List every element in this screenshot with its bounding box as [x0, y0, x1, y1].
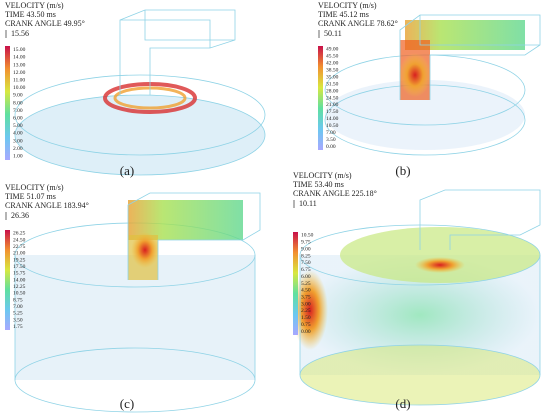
- panel-label: (b): [395, 163, 410, 178]
- colorbar: [5, 230, 10, 330]
- colorbar-label: 7.00: [326, 130, 336, 136]
- panel-d-geometry: [292, 189, 541, 406]
- colorbar-label: 3.50: [13, 317, 23, 323]
- panel-label: (c): [120, 396, 134, 411]
- colorbar-label: 35.00: [326, 74, 339, 80]
- colorbar-label: 3.00: [301, 301, 311, 307]
- colorbar-label: 38.50: [326, 68, 339, 74]
- header-crank: CRANK ANGLE 49.95°: [5, 19, 85, 28]
- colorbar-label: 10.50: [13, 291, 26, 297]
- colorbar-label: 17.50: [13, 264, 26, 270]
- colorbar-label: 5.00: [13, 123, 23, 129]
- colorbar-label: 24.50: [13, 237, 26, 243]
- colorbar-label: 14.00: [326, 116, 339, 122]
- colorbar-label: 10.50: [301, 233, 314, 239]
- header-crank: CRANK ANGLE 183.94°: [5, 201, 89, 210]
- colorbar-label: 7.00: [13, 108, 23, 114]
- colorbar-label: 3.75: [301, 294, 311, 300]
- colorbar-label: 14.00: [13, 55, 26, 61]
- header-title: VELOCITY (m/s): [293, 171, 352, 180]
- colorbar-label: 42.00: [326, 61, 339, 67]
- panel-b-geometry: [324, 14, 541, 156]
- colorbar-label: 5.25: [301, 281, 311, 287]
- header-time: TIME 45.12 ms: [318, 10, 369, 19]
- colorbar: [318, 46, 323, 150]
- colorbar-label: 8.25: [301, 253, 311, 259]
- colorbar-label: 21.00: [326, 102, 339, 108]
- header-time: TIME 51.07 ms: [5, 192, 56, 201]
- colorbar-label: 8.00: [13, 100, 23, 106]
- colorbar-label: 14.00: [13, 277, 26, 283]
- colorbar-label: 1.75: [13, 324, 23, 330]
- colorbar-label: 1.50: [301, 315, 311, 321]
- colorbar-label: 7.00: [13, 304, 23, 310]
- colorbar-label: 10.00: [13, 85, 26, 91]
- colorbar-label: 26.25: [13, 231, 26, 237]
- colorbar-label: 0.00: [301, 329, 311, 335]
- colorbar-label: 49.00: [326, 47, 339, 53]
- colorbar-label: 19.25: [13, 257, 26, 263]
- colorbar-label: 9.75: [301, 240, 311, 246]
- colorbar-label: 6.75: [301, 267, 311, 273]
- colorbar-label: 24.50: [326, 95, 339, 101]
- max-value: 50.11: [324, 29, 342, 38]
- colorbar-label: 4.50: [301, 288, 311, 294]
- header-time: TIME 43.50 ms: [5, 10, 56, 19]
- colorbar-label: 2.25: [301, 308, 311, 314]
- colorbar-label: 15.75: [13, 271, 26, 277]
- colorbar: [5, 46, 10, 160]
- colorbar-label: 31.50: [326, 81, 339, 87]
- max-value: 15.56: [11, 29, 29, 38]
- colorbar: [293, 232, 298, 335]
- colorbar-label: 5.25: [13, 311, 23, 317]
- colorbar-label: 9.00: [13, 93, 23, 99]
- header-time: TIME 53.40 ms: [293, 180, 344, 189]
- colorbar-label: 21.00: [13, 251, 26, 257]
- panel-label: (d): [395, 396, 410, 411]
- colorbar-label: 10.50: [326, 123, 339, 129]
- colorbar-label: 0.75: [301, 322, 311, 328]
- colorbar-label: 17.50: [326, 109, 339, 115]
- panel-a-geometry: [14, 9, 266, 176]
- header-title: VELOCITY (m/s): [5, 183, 64, 192]
- header-crank: CRANK ANGLE 78.62°: [318, 19, 398, 28]
- colorbar-label: 3.00: [13, 138, 23, 144]
- colorbar-label: 22.75: [13, 244, 26, 250]
- colorbar-label: 12.00: [13, 70, 26, 76]
- colorbar-label: 3.50: [326, 137, 336, 143]
- max-value: 10.11: [299, 199, 317, 208]
- colorbar-label: 1.00: [13, 153, 23, 159]
- header-crank: CRANK ANGLE 225.18°: [293, 189, 377, 198]
- panel-label: (a): [120, 163, 134, 178]
- colorbar-label: 7.50: [301, 260, 311, 266]
- panel-c-geometry: [14, 192, 261, 413]
- colorbar-label: 28.00: [326, 88, 339, 94]
- colorbar-label: 13.00: [13, 62, 26, 68]
- colorbar-label: 15.00: [13, 47, 26, 53]
- colorbar-label: 4.00: [13, 131, 23, 137]
- colorbar-label: 6.00: [13, 115, 23, 121]
- header-title: VELOCITY (m/s): [318, 1, 377, 10]
- colorbar-label: 0.00: [326, 144, 336, 150]
- colorbar-label: 11.00: [13, 77, 25, 83]
- colorbar-label: 12.25: [13, 284, 26, 290]
- max-value: 26.36: [11, 211, 29, 220]
- colorbar-label: 9.00: [301, 246, 311, 252]
- colorbar-label: 45.50: [326, 54, 339, 60]
- colorbar-label: 2.00: [13, 146, 23, 152]
- header-title: VELOCITY (m/s): [5, 1, 64, 10]
- colorbar-label: 8.75: [13, 297, 23, 303]
- colorbar-label: 6.00: [301, 274, 311, 280]
